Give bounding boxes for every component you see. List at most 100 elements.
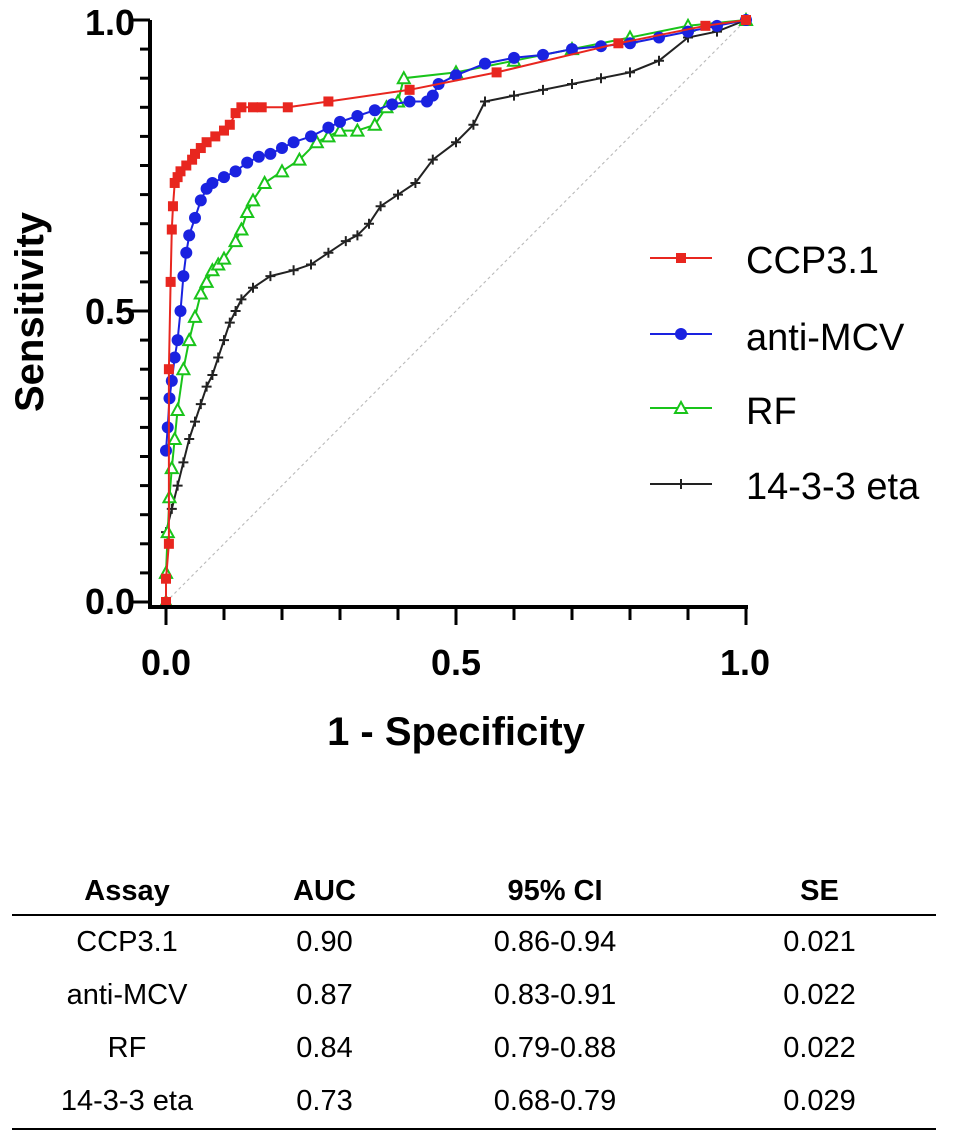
- data-point: [613, 38, 624, 49]
- data-point: [309, 134, 325, 149]
- table-row: RF 0.84 0.79-0.88 0.022: [12, 1022, 936, 1075]
- data-point: [187, 308, 203, 323]
- data-point: [233, 221, 250, 236]
- cell-se: 0.022: [783, 979, 856, 1011]
- data-point: [451, 137, 461, 148]
- data-point: [181, 332, 197, 347]
- cell-auc: 0.73: [242, 1075, 407, 1130]
- data-point: [291, 151, 308, 166]
- data-point: [171, 334, 184, 347]
- data-point: [190, 416, 200, 427]
- data-point: [340, 236, 351, 247]
- data-point: [256, 102, 267, 113]
- reference-diagonal: [165, 19, 747, 603]
- table-row: anti-MCV 0.87 0.83-0.91 0.022: [12, 969, 936, 1022]
- data-point: [169, 177, 180, 188]
- data-point: [245, 192, 261, 207]
- header-se: SE: [703, 856, 936, 916]
- data-point: [187, 154, 198, 165]
- cell-assay: RF: [107, 1032, 147, 1064]
- roc-chart: 0.0 0.5 1.0 0.0 0.5 1.0 1 - Specificity …: [8, 2, 920, 754]
- data-point: [167, 430, 183, 446]
- series-14-3-3-eta: [161, 15, 751, 538]
- data-point: [198, 273, 215, 288]
- data-point: [236, 102, 247, 113]
- data-point: [252, 150, 265, 163]
- data-point: [181, 160, 192, 171]
- header-auc: AUC: [242, 856, 407, 916]
- data-point: [184, 434, 195, 445]
- data-point: [164, 460, 180, 475]
- cell-ci: 0.68-0.79: [407, 1075, 703, 1130]
- data-point: [282, 102, 293, 113]
- data-point: [393, 189, 403, 200]
- auc-table: Assay AUC 95% CI SE CCP3.1 0.90 0.86-0.9…: [12, 856, 936, 1130]
- x-axis-title: 1 - Specificity: [327, 710, 586, 754]
- data-point: [166, 224, 177, 235]
- data-point: [305, 130, 317, 143]
- data-point: [625, 67, 635, 78]
- data-point: [206, 176, 219, 189]
- data-point: [174, 305, 187, 317]
- data-point: [352, 230, 363, 241]
- cell-assay: CCP3.1: [76, 926, 178, 958]
- data-point: [386, 98, 399, 111]
- y-tick-label-2: 1.0: [85, 2, 135, 43]
- data-point: [230, 306, 241, 316]
- data-point: [332, 122, 348, 137]
- data-point: [165, 374, 178, 387]
- data-point: [741, 15, 751, 25]
- x-tick-label-0: 0.0: [141, 642, 191, 683]
- data-point: [368, 104, 381, 117]
- cell-se: 0.022: [783, 1032, 856, 1064]
- data-point: [468, 119, 479, 130]
- data-point: [427, 154, 438, 165]
- legend-label-ccp: CCP3.1: [746, 240, 879, 282]
- axis-ticks: [132, 18, 748, 625]
- data-point: [491, 67, 502, 78]
- legend-label-rf: RF: [746, 391, 797, 433]
- data-point: [219, 335, 229, 346]
- legend: CCP3.1 anti-MCV RF 14-3-3 eta: [650, 240, 920, 508]
- data-point: [193, 285, 209, 300]
- data-point: [201, 381, 212, 392]
- series-layer: [158, 11, 754, 608]
- data-point: [195, 399, 206, 410]
- cell-assay: 14-3-3 eta: [12, 1075, 242, 1130]
- series-line-14-3-3-eta: [165, 19, 747, 533]
- data-point: [264, 147, 277, 160]
- data-point: [426, 89, 439, 102]
- x-tick-label-2: 1.0: [720, 642, 770, 683]
- data-point: [229, 165, 242, 178]
- table-header-row: Assay AUC 95% CI SE: [12, 856, 936, 916]
- data-point: [218, 171, 230, 184]
- data-point: [403, 95, 416, 108]
- data-point: [508, 51, 520, 64]
- data-point: [334, 115, 346, 128]
- data-point: [195, 143, 206, 154]
- data-point: [320, 128, 337, 143]
- legend-label-eta: 14-3-3 eta: [746, 466, 920, 508]
- data-point: [160, 524, 176, 539]
- x-tick-label-1: 0.5: [431, 642, 481, 683]
- data-point: [175, 166, 186, 177]
- data-point: [509, 90, 519, 101]
- data-point: [375, 201, 386, 212]
- data-point: [183, 229, 196, 242]
- series-line-anti-mcv: [165, 19, 747, 451]
- legend-markers: [650, 253, 712, 489]
- cell-ci: 0.86-0.94: [493, 926, 617, 958]
- data-point: [175, 361, 192, 376]
- data-point: [236, 294, 247, 305]
- data-point: [322, 121, 335, 134]
- data-point: [172, 480, 183, 491]
- data-point: [276, 142, 288, 155]
- data-point: [288, 265, 299, 276]
- data-point: [239, 203, 255, 219]
- data-point: [224, 119, 235, 130]
- data-point: [165, 276, 176, 287]
- series-ccp3-1: [161, 15, 751, 607]
- y-axis-title: Sensitivity: [8, 211, 52, 412]
- data-point: [180, 246, 193, 259]
- data-point: [172, 172, 183, 183]
